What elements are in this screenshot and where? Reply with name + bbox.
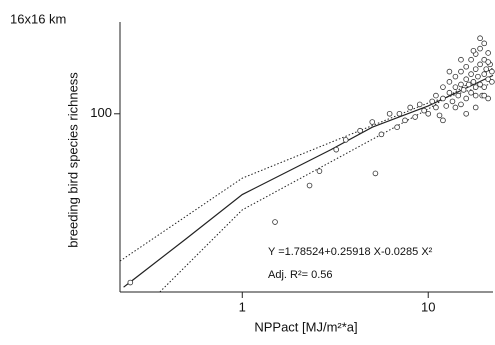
point: [483, 66, 490, 72]
point: [306, 182, 313, 189]
x-tick-label: 10: [421, 299, 435, 314]
point: [472, 92, 479, 99]
point: [446, 68, 453, 75]
point: [481, 40, 488, 47]
point: [489, 68, 495, 75]
point: [468, 89, 474, 96]
point: [446, 89, 453, 96]
point: [394, 124, 400, 130]
point: [342, 137, 349, 143]
y-tick-label: 100: [90, 105, 112, 120]
point: [485, 76, 491, 83]
point: [481, 71, 488, 77]
point: [470, 47, 477, 54]
point: [357, 127, 363, 134]
point: [477, 45, 483, 52]
point: [460, 87, 467, 93]
point: [463, 76, 469, 83]
x-axis-label: NPPact [MJ/m²*a]: [254, 319, 357, 334]
r-squared: Adj. R²= 0.56: [268, 269, 333, 281]
point: [369, 119, 376, 125]
fit-line: [119, 82, 494, 262]
point: [481, 84, 488, 90]
point: [477, 35, 483, 42]
point: [468, 71, 474, 77]
point: [489, 79, 495, 85]
point: [407, 104, 414, 111]
point: [472, 104, 479, 111]
point: [485, 50, 491, 56]
point: [481, 92, 488, 99]
point: [425, 110, 432, 117]
point: [458, 68, 464, 75]
point: [455, 92, 462, 99]
point: [475, 73, 481, 80]
point: [396, 110, 403, 117]
point: [436, 112, 443, 119]
point: [433, 104, 439, 111]
point: [458, 56, 464, 63]
point: [463, 63, 469, 70]
point: [372, 170, 379, 177]
point: [440, 84, 446, 90]
point: [333, 146, 340, 153]
point: [433, 92, 439, 99]
point: [402, 117, 408, 124]
point: [477, 61, 483, 68]
point: [485, 95, 491, 102]
fit-line: [123, 74, 494, 288]
point: [468, 56, 474, 63]
point: [458, 101, 464, 108]
point: [440, 117, 446, 124]
point: [316, 168, 323, 174]
point: [421, 107, 427, 114]
point: [477, 81, 483, 88]
point: [446, 79, 453, 85]
point: [452, 73, 459, 80]
point: [452, 84, 459, 90]
point: [472, 84, 479, 90]
point: [463, 95, 469, 102]
equation: Y =1.78524+0.25918 X-0.0285 X²: [268, 246, 433, 258]
fit-line: [159, 67, 494, 293]
y-axis-label: breeding bird species richness: [65, 72, 80, 248]
point: [378, 131, 385, 138]
point: [449, 98, 456, 105]
point: [443, 103, 450, 109]
point: [485, 59, 491, 65]
point: [386, 110, 393, 117]
point: [429, 98, 435, 105]
x-tick-label: 1: [239, 299, 246, 314]
point: [452, 104, 459, 111]
subtitle: 16x16 km: [10, 11, 66, 26]
point: [416, 101, 423, 108]
point: [127, 279, 134, 286]
point: [458, 81, 464, 88]
point: [472, 66, 479, 72]
point: [465, 81, 472, 88]
point: [412, 114, 418, 120]
point: [440, 95, 446, 102]
point: [470, 79, 477, 85]
point: [463, 110, 469, 117]
point: [272, 219, 278, 225]
